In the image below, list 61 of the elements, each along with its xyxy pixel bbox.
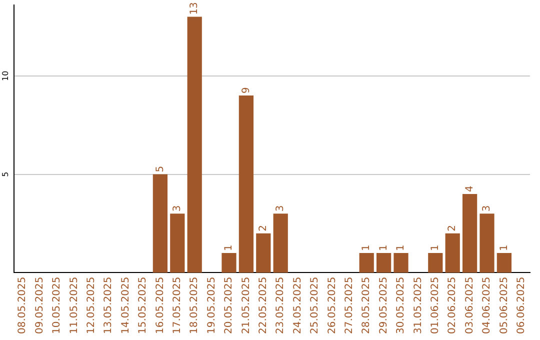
x-tick-label: 10.05.2025 xyxy=(52,276,63,334)
data-label: 1 xyxy=(430,244,441,252)
bar xyxy=(480,214,494,273)
bar xyxy=(496,253,512,273)
x-tick-label: 16.05.2025 xyxy=(154,276,166,334)
x-tick-label: 03.06.2025 xyxy=(464,276,476,334)
x-tick-label: 14.05.2025 xyxy=(120,276,132,334)
x-tick-label: 04.06.2025 xyxy=(482,276,493,334)
data-label: 3 xyxy=(172,205,183,212)
data-label: 5 xyxy=(154,166,166,172)
x-tick-label: 17.05.2025 xyxy=(172,276,183,334)
x-tick-label: 12.05.2025 xyxy=(86,276,97,334)
bar xyxy=(187,16,202,273)
bar xyxy=(376,253,392,273)
x-tick-label: 11.05.2025 xyxy=(68,276,80,334)
x-tick-label: 20.05.2025 xyxy=(224,276,235,334)
bar xyxy=(273,214,288,273)
bar xyxy=(445,233,460,273)
data-label: 13 xyxy=(189,2,200,15)
y-tick-label: 10 xyxy=(1,70,10,81)
data-label: 1 xyxy=(498,244,510,252)
data-label: 1 xyxy=(224,244,235,252)
data-label: 2 xyxy=(258,224,269,232)
bar xyxy=(462,194,478,273)
x-tick-label: 26.05.2025 xyxy=(326,276,338,334)
x-tick-label: 15.05.2025 xyxy=(138,276,149,334)
x-tick-label: 28.05.2025 xyxy=(361,276,372,334)
data-label: 4 xyxy=(464,186,476,192)
x-tick-label: 08.05.2025 xyxy=(17,276,28,334)
data-label: 1 xyxy=(396,244,407,252)
x-tick-label: 06.06.2025 xyxy=(516,276,527,334)
x-tick-label: 09.05.2025 xyxy=(34,276,46,334)
data-label: 1 xyxy=(378,244,390,252)
x-tick-label: 22.05.2025 xyxy=(258,276,269,334)
data-label: 3 xyxy=(482,205,493,212)
x-tick-label: 05.06.2025 xyxy=(498,276,510,334)
x-tick-label: 23.05.2025 xyxy=(275,276,286,334)
bar xyxy=(222,253,236,273)
x-tick-label: 13.05.2025 xyxy=(103,276,114,334)
bar xyxy=(359,253,374,273)
x-tick-label: 18.05.2025 xyxy=(189,276,200,334)
x-tick-label: 30.05.2025 xyxy=(396,276,407,334)
data-label: 9 xyxy=(240,87,252,94)
x-tick-label: 25.05.2025 xyxy=(310,276,321,334)
bar xyxy=(256,233,271,273)
x-tick-label: 01.06.2025 xyxy=(430,276,441,334)
data-label: 3 xyxy=(275,205,286,212)
x-tick-label: 02.06.2025 xyxy=(447,276,458,334)
x-tick-label: 31.05.2025 xyxy=(412,276,424,334)
x-tick-label: 24.05.2025 xyxy=(292,276,304,334)
bar xyxy=(428,253,443,273)
bar xyxy=(238,96,254,273)
x-tick-label: 27.05.2025 xyxy=(344,276,355,334)
data-label: 1 xyxy=(361,244,372,252)
x-tick-label: 19.05.2025 xyxy=(206,276,218,334)
x-tick-label: 29.05.2025 xyxy=(378,276,390,334)
bar xyxy=(152,174,168,273)
data-label: 2 xyxy=(447,224,458,232)
bar xyxy=(394,253,408,273)
x-tick-label: 21.05.2025 xyxy=(240,276,252,334)
bar xyxy=(170,214,185,273)
